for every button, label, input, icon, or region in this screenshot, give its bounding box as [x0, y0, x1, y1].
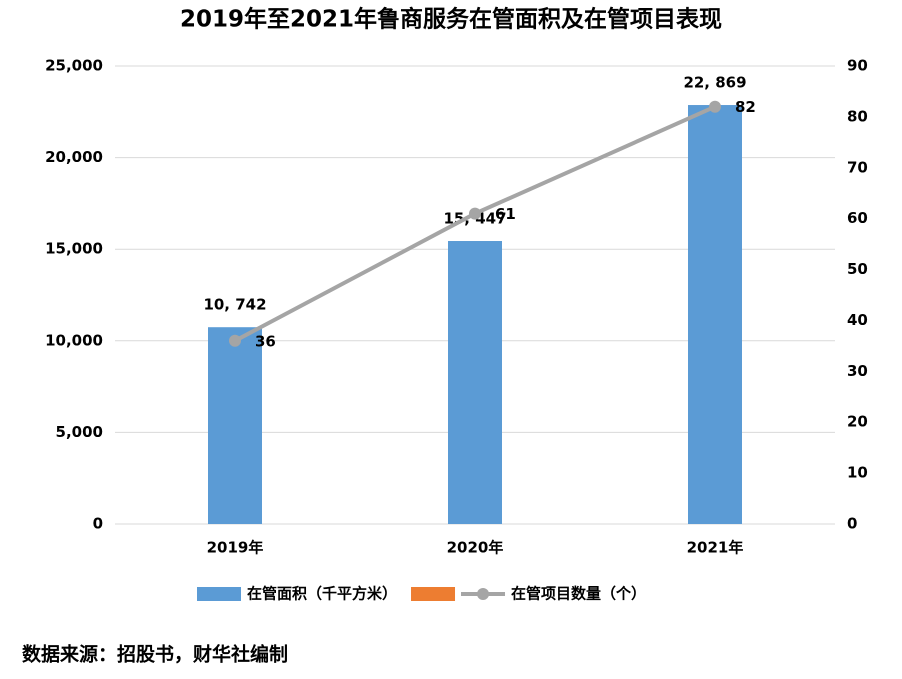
- data-label: 22, 869: [683, 74, 746, 92]
- data-label: 36: [255, 332, 276, 350]
- line-marker: [709, 100, 721, 113]
- bar: [448, 241, 502, 524]
- y2-tick-label: 70: [847, 158, 868, 176]
- legend-label: 在管项目数量（个）: [511, 585, 646, 603]
- y-tick-label: 0: [93, 515, 103, 533]
- y2-tick-label: 30: [847, 362, 868, 380]
- legend-label: 在管面积（千平方米）: [247, 585, 397, 603]
- y-tick-label: 15,000: [45, 240, 103, 258]
- y2-tick-label: 0: [847, 515, 857, 533]
- y2-tick-label: 20: [847, 413, 868, 431]
- bar: [208, 327, 262, 524]
- line-marker: [229, 334, 241, 347]
- chart-title: 2019年至2021年鲁商服务在管面积及在管项目表现: [180, 6, 722, 33]
- data-label: 10, 742: [203, 296, 266, 314]
- legend-swatch: [197, 587, 241, 601]
- y-tick-label: 25,000: [45, 57, 103, 75]
- data-label: 82: [735, 98, 756, 116]
- y-tick-label: 10,000: [45, 331, 103, 349]
- x-tick-label: 2020年: [447, 539, 504, 557]
- x-tick-label: 2019年: [207, 539, 264, 557]
- x-tick-label: 2021年: [687, 539, 744, 557]
- y2-tick-label: 50: [847, 260, 868, 278]
- y-tick-label: 20,000: [45, 148, 103, 166]
- y2-tick-label: 40: [847, 311, 868, 329]
- bar: [688, 105, 742, 524]
- legend-swatch: [411, 587, 456, 601]
- y-tick-label: 5,000: [56, 423, 103, 441]
- data-label: 61: [495, 205, 516, 223]
- source-note: 数据来源：招股书，财华社编制: [22, 643, 288, 666]
- y2-tick-label: 10: [847, 464, 868, 482]
- legend-swatch: [477, 588, 490, 600]
- y2-tick-label: 60: [847, 209, 868, 227]
- line-marker: [469, 207, 481, 220]
- y2-tick-label: 90: [847, 57, 868, 75]
- y2-tick-label: 80: [847, 107, 868, 125]
